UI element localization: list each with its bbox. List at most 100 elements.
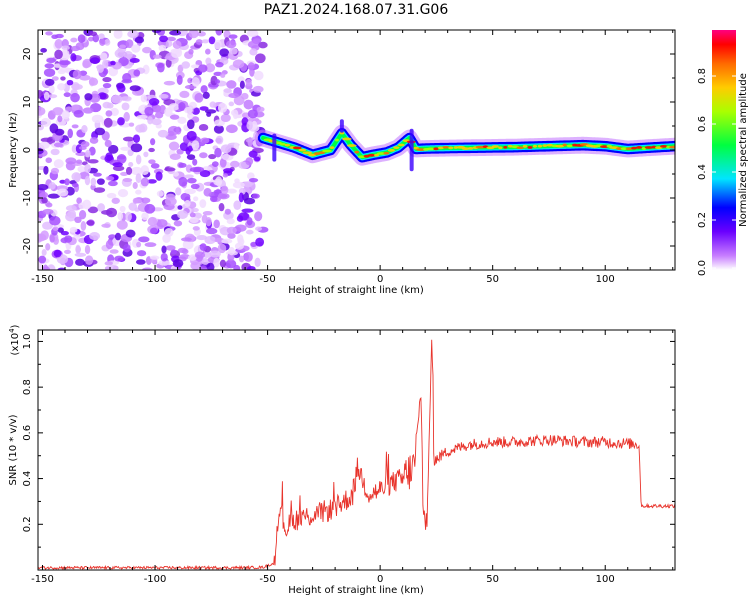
heatmap-cell (164, 107, 173, 117)
snr-x-label: Height of straight line (km) (288, 585, 424, 596)
heatmap-cell (72, 183, 79, 188)
heatmap-cell (254, 257, 261, 267)
heatmap-cell (298, 148, 307, 152)
heatmap-cell (90, 177, 97, 187)
heatmap-cell (51, 76, 59, 81)
heatmap-cell (522, 144, 528, 148)
heatmap-cell (84, 175, 91, 186)
heatmap-cell (631, 146, 637, 150)
heatmap-cell (111, 197, 120, 204)
heatmap-cell (188, 101, 197, 109)
heatmap-cell (228, 101, 235, 107)
heatmap-cell (132, 134, 141, 143)
heatmap-cell (128, 122, 135, 127)
heatmap-cell (199, 265, 208, 270)
heatmap-cell (148, 159, 156, 165)
heatmap-cell (64, 178, 70, 186)
heatmap-cell (537, 144, 543, 148)
heatmap-cell (85, 255, 94, 265)
heatmap-cell (165, 245, 176, 251)
heatmap-cell (122, 72, 132, 83)
heatmap-cell (168, 141, 180, 151)
heatmap-cell (252, 193, 260, 199)
heatmap-cell (104, 139, 112, 148)
heatmap-cell (85, 149, 91, 158)
heatmap-cell (255, 226, 263, 231)
heatmap-cell (43, 165, 49, 175)
heatmap-cell (57, 267, 67, 270)
heatmap-cell (180, 237, 192, 242)
heatmap-cell (45, 202, 53, 208)
x-tick-label: -100 (144, 274, 167, 285)
heatmap-cell (99, 38, 106, 46)
heatmap-cell (205, 48, 211, 55)
heatmap-cell (255, 237, 265, 247)
heatmap-cell (374, 153, 379, 157)
heatmap-cell (78, 145, 87, 150)
heatmap-cell (635, 146, 643, 149)
heatmap-cell (188, 48, 194, 55)
heatmap-cell (213, 219, 220, 229)
spectrogram-x-label: Height of straight line (km) (288, 285, 424, 296)
heatmap-cell (177, 116, 187, 125)
heatmap-cell (187, 112, 194, 120)
heatmap-cell (142, 46, 152, 54)
heatmap-cell (140, 197, 151, 204)
heatmap-cell (600, 145, 609, 149)
heatmap-cell (57, 227, 64, 233)
heatmap-cell (45, 31, 53, 36)
heatmap-cell (70, 92, 80, 103)
heatmap-cell (79, 74, 91, 81)
snr-panel: -150 -100 -50 0 50 100 0.2 0.4 0.6 0.8 1.0 Height… (8, 324, 676, 596)
heatmap-cell (107, 180, 118, 187)
heatmap-cell (98, 33, 105, 40)
heatmap-cell (111, 94, 123, 104)
heatmap-cell (110, 107, 119, 116)
heatmap-cell (52, 107, 64, 116)
heatmap-cell (84, 163, 91, 173)
heatmap-cell (225, 124, 238, 134)
heatmap-cell (136, 241, 142, 248)
heatmap-cell (53, 249, 62, 258)
heatmap-cell (184, 188, 196, 195)
heatmap-cell (215, 61, 224, 68)
heatmap-cell (161, 245, 167, 254)
heatmap-cell (151, 30, 162, 34)
heatmap-cell (383, 151, 390, 155)
heatmap-cell (200, 137, 210, 144)
heatmap-cell (70, 53, 77, 62)
heatmap-cell (220, 72, 226, 78)
heatmap-cell (164, 197, 177, 206)
heatmap-cell (199, 152, 208, 159)
heatmap-cell (247, 136, 253, 147)
heatmap-cell (120, 96, 132, 101)
heatmap-cell (39, 141, 50, 149)
heatmap-cell (41, 249, 47, 256)
heatmap-cell (78, 202, 86, 210)
heatmap-cell (149, 255, 160, 260)
heatmap-cell (125, 211, 132, 222)
x-tick-label: 100 (596, 274, 615, 285)
heatmap-cell (218, 203, 225, 212)
heatmap-cell (191, 140, 200, 151)
heatmap-cell (74, 252, 87, 257)
heatmap-cell (147, 216, 158, 227)
heatmap-cell (245, 229, 254, 235)
y-tick-label: 20 (22, 48, 33, 61)
heatmap-cell (169, 153, 181, 160)
heatmap-cell (119, 205, 126, 213)
heatmap-cell (114, 255, 125, 262)
heatmap-cell (224, 208, 232, 215)
heatmap-cell (67, 128, 74, 139)
y-tick-label: 0.8 (22, 379, 33, 395)
heatmap-cell (87, 206, 99, 214)
figure-title: PAZ1.2024.168.07.31.G06 (264, 2, 449, 18)
heatmap-cell (284, 143, 291, 147)
heatmap-cell (135, 173, 142, 184)
heatmap-cell (88, 232, 101, 241)
heatmap-cell (43, 91, 50, 101)
y-tick-label: -20 (22, 238, 33, 254)
heatmap-cell (187, 177, 197, 184)
heatmap-cell (208, 153, 217, 160)
heatmap-cell (184, 199, 191, 207)
